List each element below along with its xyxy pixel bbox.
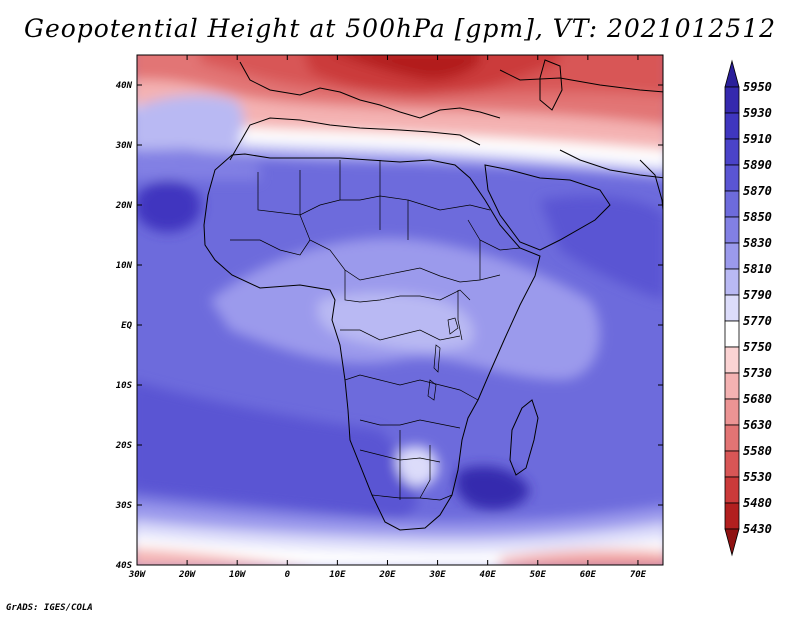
- colorbar-swatch: [724, 398, 740, 426]
- colorbar-swatch: [724, 268, 740, 296]
- colorbar: 5950 5930 5910 5890 5870 5850 5830 5810 5790 5770…: [724, 59, 772, 557]
- longitude-axis: 30W 20W 10W 0 10E 20E 30E 40E 50E 60E 70E: [128, 55, 647, 580]
- lat-tick-label: 10S: [116, 381, 133, 391]
- colorbar-swatch: [724, 190, 740, 218]
- colorbar-swatch: [724, 86, 740, 114]
- colorbar-label: 5810: [743, 262, 772, 276]
- colorbar-label: 5910: [743, 132, 772, 146]
- height-field: [137, 55, 663, 565]
- map-title: Geopotential Height at 500hPa [gpm], VT:…: [23, 14, 777, 43]
- colorbar-label: 5950: [743, 80, 772, 94]
- credit-label: GrADS: IGES/COLA: [6, 603, 93, 613]
- colorbar-label: 5830: [743, 236, 772, 250]
- colorbar-bottom-arrow: [724, 528, 740, 557]
- colorbar-swatch: [724, 476, 740, 504]
- lon-tick-label: 60E: [580, 570, 597, 580]
- colorbar-swatch: [724, 372, 740, 400]
- colorbar-label: 5680: [743, 392, 772, 406]
- colorbar-label: 5730: [743, 366, 772, 380]
- lat-tick-label: 40N: [116, 81, 133, 91]
- lon-tick-label: 0: [285, 570, 291, 580]
- lon-tick-label: 10W: [229, 570, 247, 580]
- colorbar-label: 5580: [743, 444, 772, 458]
- colorbar-swatch: [724, 424, 740, 452]
- lon-tick-label: 30W: [128, 570, 147, 580]
- colorbar-label: 5530: [743, 470, 772, 484]
- country-borders: [230, 160, 521, 501]
- plot-frame: [136, 54, 664, 566]
- lat-tick-label: 10N: [116, 261, 133, 271]
- colorbar-label: 5770: [743, 314, 772, 328]
- colorbar-swatch: [724, 320, 740, 348]
- lon-tick-label: 40E: [480, 570, 497, 580]
- lat-tick-label: 40S: [116, 561, 133, 571]
- colorbar-label: 5630: [743, 418, 772, 432]
- lon-tick-label: 20W: [178, 570, 197, 580]
- lat-tick-label: 20N: [115, 201, 133, 211]
- colorbar-swatch: [724, 294, 740, 322]
- lon-tick-label: 30E: [428, 570, 446, 580]
- colorbar-top-arrow: [724, 59, 740, 88]
- colorbar-swatch: [724, 164, 740, 192]
- lon-tick-label: 20E: [378, 570, 396, 580]
- lat-tick-label: 30N: [115, 141, 133, 151]
- colorbar-swatch: [724, 502, 740, 530]
- colorbar-label: 5850: [743, 210, 772, 224]
- colorbar-swatch: [724, 112, 740, 140]
- lat-tick-label: 30S: [115, 501, 133, 511]
- lat-tick-label: 20S: [115, 441, 133, 451]
- colorbar-swatch: [724, 450, 740, 478]
- lon-tick-label: 10E: [329, 570, 346, 580]
- colorbar-label: 5790: [743, 288, 772, 302]
- colorbar-label: 5930: [743, 106, 772, 120]
- colorbar-swatch: [724, 346, 740, 374]
- colorbar-swatch: [724, 216, 740, 244]
- colorbar-swatch: [724, 138, 740, 166]
- colorbar-label: 5480: [743, 496, 772, 510]
- colorbar-label: 5750: [743, 340, 772, 354]
- colorbar-label: 5430: [743, 522, 772, 536]
- colorbar-label: 5890: [743, 158, 772, 172]
- lon-tick-label: 50E: [530, 570, 547, 580]
- colorbar-swatch: [724, 242, 740, 270]
- lon-tick-label: 70E: [630, 570, 647, 580]
- lat-tick-label: EQ: [121, 321, 132, 331]
- colorbar-label: 5870: [743, 184, 772, 198]
- latitude-axis: 40N 30N 20N 10N EQ 10S 20S 30S 40S: [115, 81, 663, 571]
